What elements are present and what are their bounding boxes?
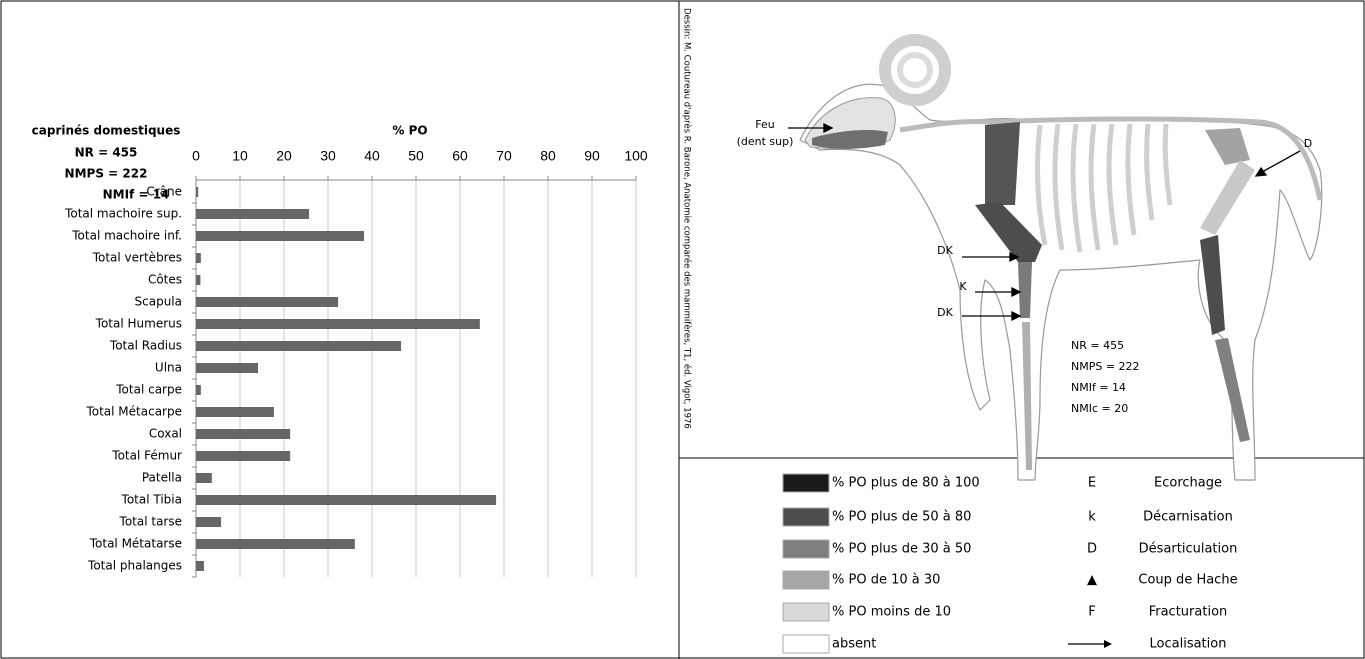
arrows: [788, 122, 1301, 322]
legend-swatch: [782, 507, 830, 527]
x-tick-label: 90: [584, 148, 600, 164]
bar: [196, 429, 291, 439]
bar: [196, 275, 201, 285]
legend-swatch: [782, 539, 830, 559]
diagram-label: (dent sup): [737, 135, 794, 148]
diagram-label: K: [959, 280, 967, 293]
bar: [196, 297, 339, 307]
side-text: caprinés domestiques: [32, 124, 181, 138]
bar: [196, 253, 201, 263]
y-tick-label: Ulna: [155, 361, 182, 375]
x-tick-label: 40: [364, 148, 380, 164]
side-text: NMIf = 14: [103, 188, 170, 202]
y-tick-label: Total tarse: [119, 515, 182, 529]
diagram-stat: NMIc = 20: [1071, 402, 1128, 415]
legend-symbol: F: [1088, 605, 1095, 620]
legend-label: Coup de Hache: [1138, 573, 1237, 588]
legend-label: Localisation: [1150, 637, 1227, 652]
legend-arrow: [1104, 640, 1112, 648]
sheep-drawing: [799, 34, 1323, 481]
legend-label: % PO plus de 80 à 100: [832, 476, 980, 491]
bar: [196, 319, 480, 329]
y-tick-label: Total machoire inf.: [71, 229, 182, 243]
y-tick-label: Total Radius: [109, 339, 182, 353]
y-tick-label: Crâne: [146, 185, 182, 199]
bar: [196, 473, 212, 483]
y-tick-label: Total Métatarse: [89, 537, 182, 551]
y-tick-label: Total Humerus: [95, 317, 182, 331]
legend-label: Décarnisation: [1143, 510, 1233, 525]
legend-swatch: [782, 634, 830, 654]
legend-symbol: D: [1087, 542, 1097, 557]
y-tick-label: Total phalanges: [87, 559, 182, 573]
y-tick-label: Total machoire sup.: [64, 207, 182, 221]
diagram-label: DK: [937, 244, 953, 257]
bar: [196, 561, 204, 571]
bar: [196, 539, 355, 549]
bar: [196, 341, 402, 351]
x-tick-label: 50: [408, 148, 424, 164]
legend-symbol: k: [1088, 510, 1096, 525]
side-text: NMPS = 222: [65, 167, 148, 181]
y-tick-label: Total Fémur: [111, 449, 182, 463]
x-tick-label: 60: [452, 148, 468, 164]
legend-label: % PO plus de 30 à 50: [832, 542, 971, 557]
side-text: NR = 455: [75, 146, 138, 160]
bar: [196, 517, 222, 527]
legend-label: % PO de 10 à 30: [832, 573, 940, 588]
x-tick-label: 100: [624, 148, 648, 164]
y-tick-label: Total vertèbres: [92, 251, 182, 265]
y-tick-label: Scapula: [135, 295, 182, 309]
chart-title: % PO: [392, 124, 427, 138]
diagram-label: D: [1304, 137, 1312, 150]
legend-label: Fracturation: [1149, 605, 1228, 620]
x-tick-label: 70: [496, 148, 512, 164]
bar: [196, 451, 291, 461]
diagram-stat: NMIf = 14: [1071, 381, 1126, 394]
x-tick-label: 10: [232, 148, 248, 164]
y-tick-label: Côtes: [148, 273, 182, 287]
legend-swatch: [782, 473, 830, 493]
x-tick-label: 30: [320, 148, 336, 164]
legend-swatch: [782, 602, 830, 622]
diagram-stat: NMPS = 222: [1071, 360, 1140, 373]
y-tick-label: Total Tibia: [121, 493, 182, 507]
legend-label: % PO plus de 50 à 80: [832, 510, 971, 525]
bar: [196, 495, 497, 505]
diagram-label: Feu: [755, 118, 774, 131]
y-tick-label: Patella: [142, 471, 182, 485]
x-tick-label: 80: [540, 148, 556, 164]
bar: [196, 187, 199, 197]
legend-label: % PO moins de 10: [832, 605, 951, 620]
bar: [196, 231, 365, 241]
legend-label: absent: [832, 637, 876, 652]
legend-symbol: ▲: [1087, 573, 1097, 588]
y-tick-label: Total Métacarpe: [85, 405, 182, 419]
bar: [196, 209, 310, 219]
bar: [196, 407, 274, 417]
legend-symbol: E: [1088, 476, 1096, 491]
y-tick-label: Coxal: [149, 427, 182, 441]
legend-label: Désarticulation: [1139, 542, 1238, 557]
legend-swatch: [782, 570, 830, 590]
x-tick-label: 20: [276, 148, 292, 164]
legend-label: Ecorchage: [1154, 476, 1222, 491]
credit: Dessin: M. Coutureau d'après R. Barone, …: [682, 8, 693, 429]
diagram-label: DK: [937, 306, 953, 319]
bar: [196, 385, 201, 395]
x-tick-label: 0: [192, 148, 200, 164]
bar: [196, 363, 259, 373]
diagram-stat: NR = 455: [1071, 339, 1124, 352]
y-tick-label: Total carpe: [115, 383, 182, 397]
